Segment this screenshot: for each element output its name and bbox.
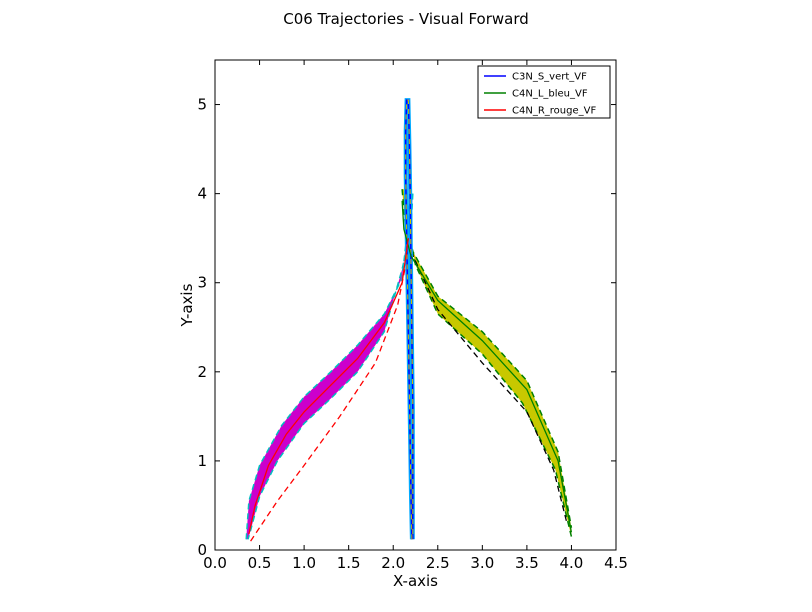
y-tick-label: 3 — [197, 274, 207, 292]
series-line-C4N_L_bleu_VF — [401, 200, 573, 533]
x-tick-label: 0.5 — [248, 554, 272, 572]
series-line-C4N_R_rouge_VF — [248, 238, 410, 535]
chart-title: C06 Trajectories - Visual Forward — [283, 10, 529, 28]
reference-line-1 — [250, 246, 410, 542]
x-axis-label: X-axis — [393, 572, 438, 590]
x-tick-label: 3.0 — [470, 554, 494, 572]
x-tick-label: 2.5 — [426, 554, 450, 572]
y-tick-label: 2 — [197, 363, 207, 381]
x-tick-label: 3.5 — [515, 554, 539, 572]
x-tick-label: 1.0 — [292, 554, 316, 572]
series-dash-0 — [405, 99, 414, 540]
band-area-0 — [246, 193, 413, 540]
y-axis: 0 1 2 3 4 5 — [197, 96, 616, 559]
y-tick-label: 5 — [197, 96, 207, 114]
band-outline-lower-0 — [247, 193, 414, 540]
legend-label-C3N_S_vert_VF: C3N_S_vert_VF — [512, 72, 587, 83]
reference-line-0 — [410, 251, 568, 524]
y-tick-label: 1 — [197, 452, 207, 470]
legend-label-C4N_R_rouge_VF: C4N_R_rouge_VF — [512, 106, 596, 117]
legend: C3N_S_vert_VF C4N_L_bleu_VF C4N_R_rouge_VF — [477, 65, 611, 119]
x-tick-label: 2.0 — [381, 554, 405, 572]
y-tick-label: 4 — [197, 185, 207, 203]
y-tick-label: 0 — [197, 541, 207, 559]
band-outline-upper-0 — [245, 198, 411, 540]
legend-label-C4N_L_bleu_VF: C4N_L_bleu_VF — [512, 89, 588, 100]
y-axis-label: Y-axis — [178, 283, 196, 327]
plot-frame — [214, 59, 617, 551]
x-tick-label: 1.5 — [337, 554, 361, 572]
x-tick-label: 0.0 — [203, 554, 227, 572]
x-axis: 0.0 0.5 1.0 1.5 2.0 2.5 3.0 3.5 4.0 4.5 — [203, 60, 628, 572]
x-tick-label: 4.5 — [604, 554, 628, 572]
band-area-1 — [402, 189, 572, 537]
band-outline-lower-1 — [404, 189, 573, 537]
plot-content — [245, 98, 573, 542]
x-tick-label: 4.0 — [560, 554, 584, 572]
